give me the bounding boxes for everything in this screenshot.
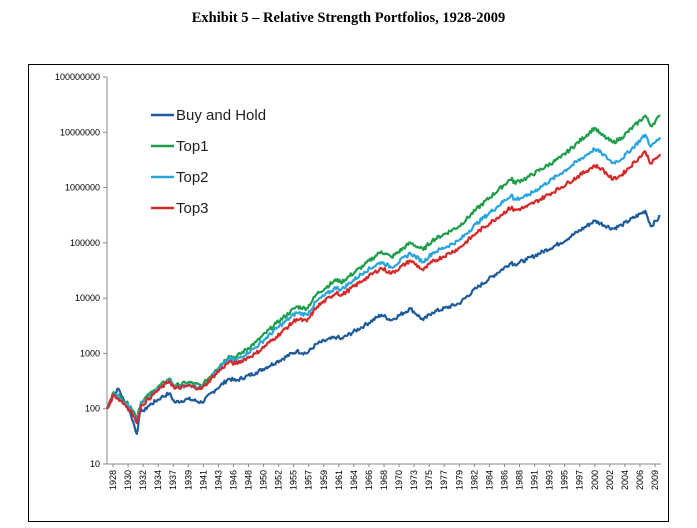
chart-frame: 10 100 1000 10000 100000 1000000 10000000 10000…	[28, 64, 669, 522]
x-tick-label: 1970	[394, 470, 404, 490]
x-tick-label: 1961	[334, 470, 344, 490]
y-tick-label: 1000000	[65, 183, 100, 193]
x-tick-label: 2000	[590, 470, 600, 490]
x-tick-label: 1957	[304, 470, 314, 490]
x-tick-label: 1939	[183, 470, 193, 490]
x-tick-label: 1977	[439, 470, 449, 490]
x-tick-label: 1950	[259, 470, 269, 490]
x-tick-label: 1966	[364, 470, 374, 490]
x-tick-label: 2002	[605, 470, 615, 490]
x-tick-label: 1934	[153, 470, 163, 490]
y-tick-label: 10000000	[60, 127, 100, 137]
x-axis-ticks: 1928 1930 1932 1934 1937 1939 1941 1943 1946 1948…	[108, 464, 660, 490]
x-tick-label: 1997	[575, 470, 585, 490]
x-tick-label: 1968	[379, 470, 389, 490]
x-tick-label: 1955	[289, 470, 299, 490]
series-line-top3	[106, 150, 662, 425]
line-chart: 10 100 1000 10000 100000 1000000 10000000 10000…	[55, 72, 662, 490]
x-tick-label: 1988	[515, 470, 525, 490]
y-tick-label: 100000	[70, 238, 100, 248]
x-tick-label: 1930	[123, 470, 133, 490]
y-tick-label: 10	[90, 459, 100, 469]
x-tick-label: 1932	[138, 470, 148, 490]
x-tick-label: 1995	[560, 470, 570, 490]
x-tick-label: 2004	[620, 470, 630, 490]
y-axis-ticks: 10 100 1000 10000 100000 1000000 10000000 10000…	[55, 72, 107, 469]
x-tick-label: 1975	[424, 470, 434, 490]
x-tick-label: 1986	[499, 470, 509, 490]
chart-series-lines	[106, 114, 662, 435]
y-tick-label: 10000	[75, 293, 100, 303]
x-tick-label: 1941	[198, 470, 208, 490]
x-tick-label: 1948	[244, 470, 254, 490]
x-tick-label: 2009	[650, 470, 660, 490]
x-tick-label: 1952	[274, 470, 284, 490]
x-tick-label: 1993	[545, 470, 555, 490]
y-tick-label: 1000	[80, 348, 100, 358]
y-tick-label: 100000000	[55, 72, 100, 82]
x-tick-label: 1991	[530, 470, 540, 490]
legend-label-buy-and-hold: Buy and Hold	[176, 107, 266, 124]
x-tick-label: 1946	[228, 470, 238, 490]
x-tick-label: 1973	[409, 470, 419, 490]
x-tick-label: 1959	[319, 470, 329, 490]
x-tick-label: 1928	[108, 470, 118, 490]
legend-label-top1: Top1	[176, 138, 209, 155]
y-tick-label: 100	[85, 404, 100, 414]
series-line-top1	[106, 114, 661, 419]
x-tick-label: 2006	[635, 470, 645, 490]
x-tick-label: 1979	[454, 470, 464, 490]
legend-label-top3: Top3	[176, 200, 209, 217]
legend-label-top2: Top2	[176, 169, 209, 186]
chart-legend: Buy and Hold Top1 Top2 Top3	[151, 107, 266, 217]
x-tick-label: 1937	[168, 470, 178, 490]
x-tick-label: 1964	[349, 470, 359, 490]
x-tick-label: 1982	[469, 470, 479, 490]
x-tick-label: 1984	[484, 470, 494, 490]
exhibit-title: Exhibit 5 – Relative Strength Portfolios…	[191, 10, 506, 26]
series-line-buy-and-hold	[106, 209, 661, 435]
x-tick-label: 1943	[213, 470, 223, 490]
